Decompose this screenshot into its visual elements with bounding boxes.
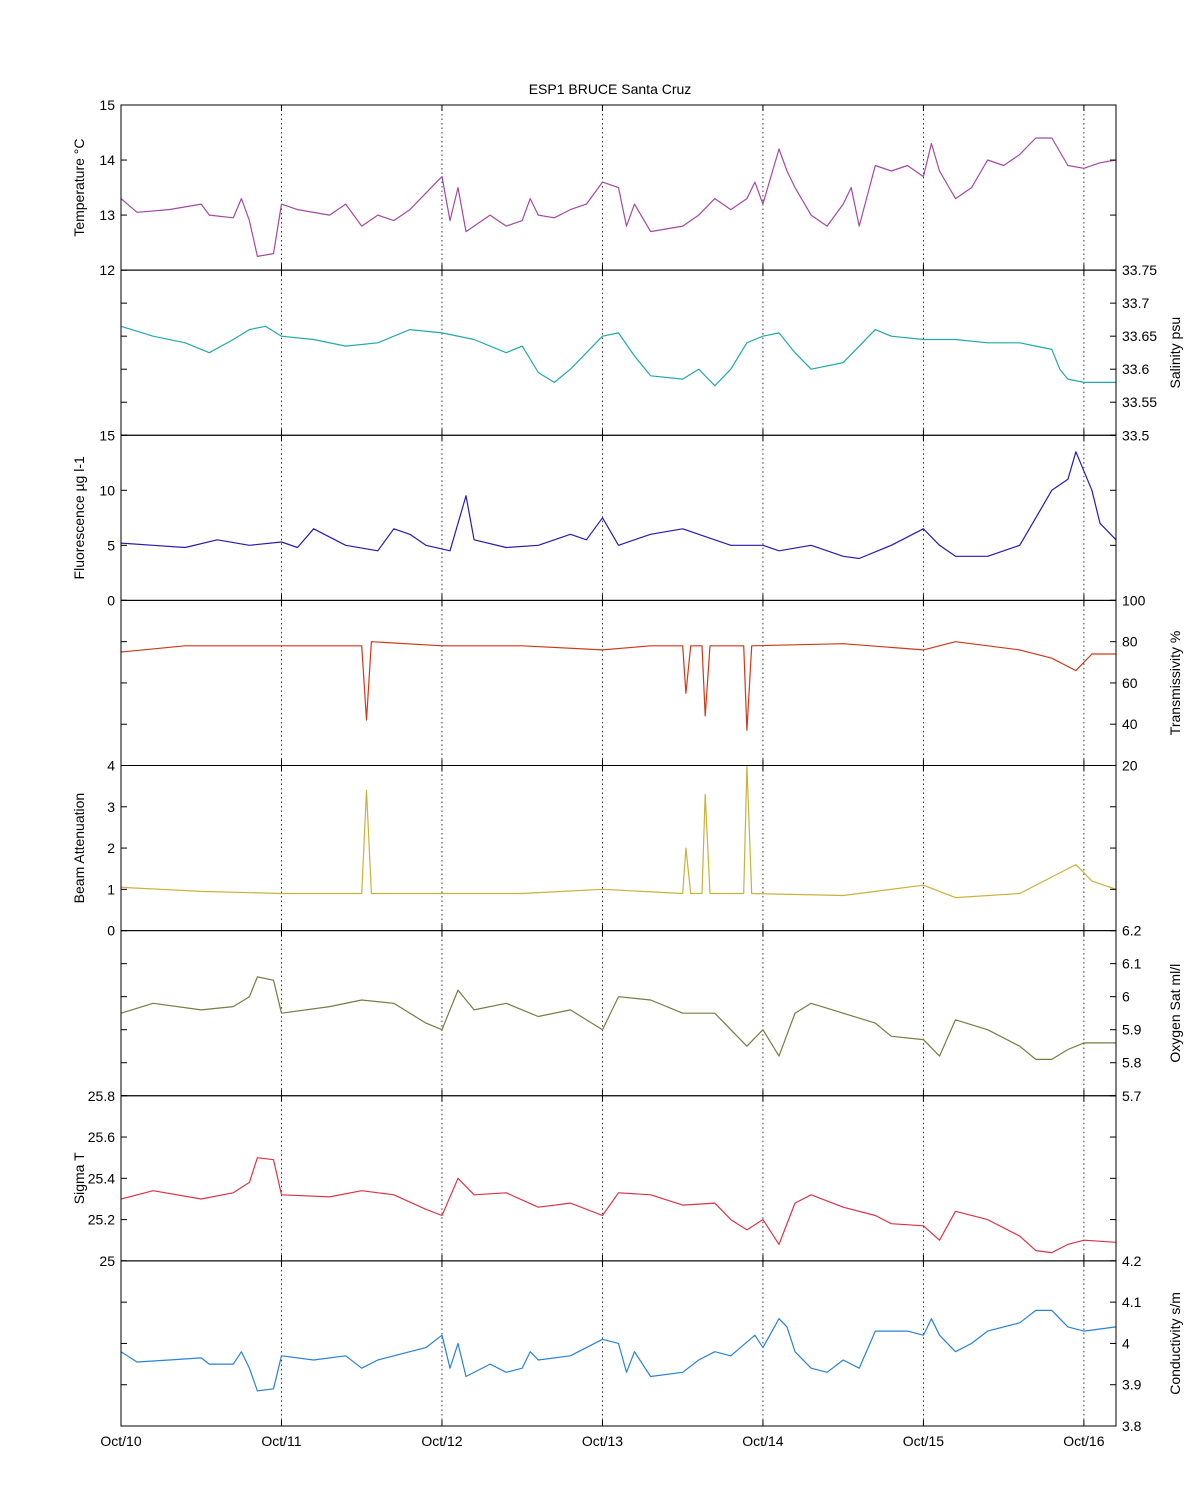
panel-frame [120, 269, 1117, 436]
y-tick-label: 25.4 [88, 1170, 115, 1186]
panel-beam_attenuation: 0 1 2 3 4 Beam Attenuation [71, 758, 1117, 939]
y-tick-label: 33.65 [1122, 328, 1157, 344]
y-tick-label: 33.5 [1122, 427, 1149, 443]
y-tick-label: 33.6 [1122, 361, 1149, 377]
y-tick-label: 5.7 [1122, 1088, 1142, 1104]
panel-oxygen_sat: 5.7 5.8 5.9 6 6.1 6.2 Oxygen Sat ml/l [120, 923, 1183, 1104]
panel-transmissivity: 20 40 60 80 100 Transmissivity % [120, 592, 1183, 774]
y-axis-label-oxygen_sat: Oxygen Sat ml/l [1167, 964, 1183, 1063]
series-line-oxygen_sat [120, 976, 1116, 1061]
y-tick-label: 6.1 [1122, 956, 1142, 972]
panel-frame [120, 930, 1117, 1097]
series-line-fluorescence [120, 451, 1117, 560]
y-tick-label: 3.8 [1122, 1418, 1142, 1434]
y-tick-label: 4.1 [1122, 1294, 1142, 1310]
chart-title: ESP1 BRUCE Santa Cruz [529, 81, 692, 97]
panel-fluorescence: 0 5 10 15 Fluorescence µg l-1 [71, 427, 1117, 608]
y-tick-label: 60 [1122, 675, 1138, 691]
y-axis-label-temperature: Temperature °C [71, 138, 87, 236]
y-axis-label-fluorescence: Fluorescence µg l-1 [71, 456, 87, 579]
y-tick-label: 20 [1122, 758, 1138, 774]
y-tick-label: 1 [107, 881, 115, 897]
y-tick-label: 33.55 [1122, 394, 1157, 410]
series-line-salinity [120, 325, 1116, 387]
y-axis-label-sigma_t: Sigma T [71, 1152, 87, 1204]
panel-frame [120, 434, 1117, 601]
y-tick-label: 2 [107, 840, 115, 856]
y-tick-label: 5.8 [1122, 1055, 1142, 1071]
y-axis-label-conductivity: Conductivity s/m [1167, 1292, 1183, 1395]
series-line-transmissivity [120, 641, 1116, 732]
y-tick-label: 6.2 [1122, 923, 1142, 939]
y-tick-label: 33.7 [1122, 295, 1149, 311]
y-tick-label: 4 [107, 758, 115, 774]
y-tick-label: 5 [107, 537, 115, 553]
panel-conductivity: 3.8 3.9 4 4.1 4.2 Conductivity s/m [120, 1253, 1183, 1434]
panel-frame [120, 599, 1117, 766]
y-tick-label: 40 [1122, 716, 1138, 732]
y-tick-label: 15 [99, 427, 115, 443]
y-axis-label-transmissivity: Transmissivity % [1167, 631, 1183, 736]
y-tick-label: 4.2 [1122, 1253, 1142, 1269]
y-tick-label: 12 [99, 262, 115, 278]
series-line-conductivity [120, 1309, 1117, 1392]
y-tick-label: 4 [1122, 1335, 1130, 1351]
y-tick-label: 5.9 [1122, 1022, 1142, 1038]
y-tick-label: 6 [1122, 989, 1130, 1005]
x-tick-label: Oct/11 [261, 1433, 301, 1449]
y-axis-label-salinity: Salinity psu [1167, 317, 1183, 389]
series-line-sigma_t [120, 1157, 1117, 1254]
y-tick-label: 0 [107, 923, 115, 939]
y-tick-label: 10 [99, 482, 115, 498]
y-tick-label: 13 [99, 207, 115, 223]
y-tick-label: 14 [99, 152, 115, 168]
y-tick-label: 25 [99, 1253, 115, 1269]
panel-frame [120, 765, 1117, 932]
series-line-temperature [120, 137, 1117, 257]
y-tick-label: 100 [1122, 592, 1146, 608]
y-axis-label-beam_attenuation: Beam Attenuation [71, 793, 87, 904]
x-tick-label: Oct/10 [100, 1433, 141, 1449]
y-tick-label: 25.6 [88, 1129, 115, 1145]
y-tick-label: 25.2 [88, 1212, 115, 1228]
y-tick-label: 25.8 [88, 1088, 115, 1104]
y-tick-label: 3.9 [1122, 1377, 1142, 1393]
x-tick-label: Oct/13 [582, 1433, 623, 1449]
x-tick-label: Oct/15 [903, 1433, 944, 1449]
x-tick-label: Oct/14 [742, 1433, 783, 1449]
x-tick-label: Oct/16 [1063, 1433, 1104, 1449]
y-tick-label: 80 [1122, 634, 1138, 650]
series-line-beam_attenuation [120, 764, 1117, 899]
y-tick-label: 3 [107, 799, 115, 815]
panel-frame [120, 1095, 1117, 1262]
y-tick-label: 15 [99, 97, 115, 113]
panel-sigma_t: 25 25.2 25.4 25.6 25.8 Sigma T [71, 1088, 1117, 1269]
panel-salinity: 33.5 33.55 33.6 33.65 33.7 33.75 Salinity psu [120, 262, 1183, 443]
y-tick-label: 33.75 [1122, 262, 1157, 278]
y-tick-label: 0 [107, 592, 115, 608]
x-tick-label: Oct/12 [421, 1433, 462, 1449]
panel-temperature: 12 13 14 15 Temperature °C [71, 97, 1117, 278]
